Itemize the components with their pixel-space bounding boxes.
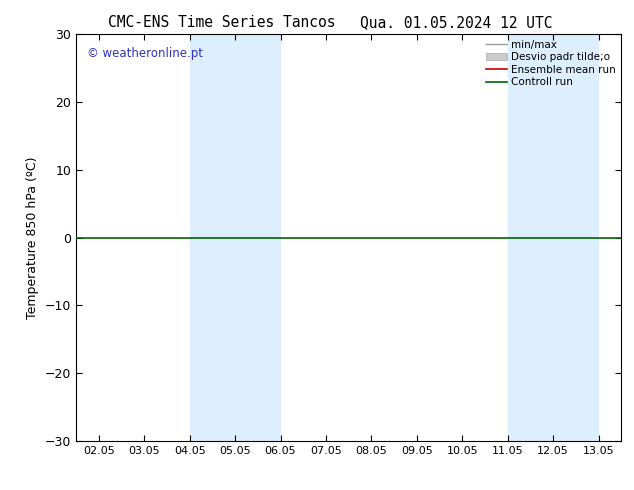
Text: CMC-ENS Time Series Tancos: CMC-ENS Time Series Tancos (108, 15, 335, 30)
Legend: min/max, Desvio padr tilde;o, Ensemble mean run, Controll run: min/max, Desvio padr tilde;o, Ensemble m… (484, 37, 618, 89)
Bar (508, 34, 598, 441)
Text: © weatheronline.pt: © weatheronline.pt (87, 47, 203, 59)
Text: Qua. 01.05.2024 12 UTC: Qua. 01.05.2024 12 UTC (360, 15, 553, 30)
Bar (190, 34, 280, 441)
Y-axis label: Temperature 850 hPa (ºC): Temperature 850 hPa (ºC) (26, 156, 39, 319)
